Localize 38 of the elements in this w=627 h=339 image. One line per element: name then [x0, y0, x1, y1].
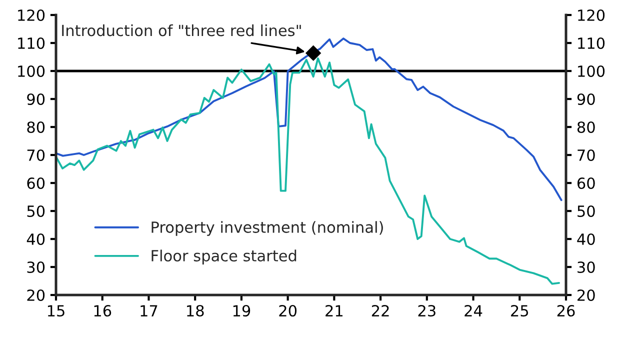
y2-tick-label: 50 [578, 205, 595, 218]
x-tick-label: 23 [418, 304, 436, 317]
y2-tick-label: 90 [577, 93, 595, 106]
line-series [56, 38, 562, 202]
x-tick-label: 20 [279, 304, 297, 317]
legend-label: Floor space started [152, 250, 296, 264]
y2-tick-label: 70 [578, 149, 595, 162]
y-tick-label: 60 [27, 177, 45, 190]
y-tick-label: 40 [26, 233, 45, 246]
y2-tick-label: 30 [578, 261, 595, 274]
x-tick-label: 17 [140, 305, 158, 316]
x-tick-label: 26 [557, 304, 575, 317]
y-tick-label: 80 [27, 121, 45, 134]
x-tick-label: 15 [48, 305, 64, 317]
x-tick-label: 22 [372, 304, 389, 316]
y2-tick-label: 40 [577, 233, 595, 246]
y-tick-label: 70 [27, 149, 45, 162]
x-tick-label: 16 [94, 304, 112, 317]
y-tick-label: 50 [27, 205, 45, 218]
legend-label: Property investment (nominal) [152, 221, 383, 236]
y-tick-label: 90 [27, 93, 45, 106]
x-tick-label: 25 [511, 304, 528, 317]
x-tick-label: 21 [326, 304, 342, 316]
x-tick-label: 18 [187, 304, 204, 317]
annotation: Introduction of "three red lines" [62, 24, 301, 36]
y2-tick-label: 110 [578, 37, 605, 50]
y-tick-label: 20 [27, 289, 45, 302]
x-tick-label: 24 [464, 304, 482, 316]
y2-tick-label: 80 [577, 121, 595, 134]
y-tick-label: 30 [27, 261, 45, 274]
y-tick-label: 110 [18, 37, 45, 50]
y2-tick-label: 60 [577, 177, 595, 190]
y-tick-label: 100 [18, 65, 45, 78]
y-tick-label: 120 [18, 9, 45, 22]
y2-tick-label: 120 [578, 9, 605, 22]
y2-tick-label: 100 [578, 65, 605, 78]
x-tick-label: 19 [233, 304, 250, 317]
y2-tick-label: 20 [578, 289, 595, 302]
